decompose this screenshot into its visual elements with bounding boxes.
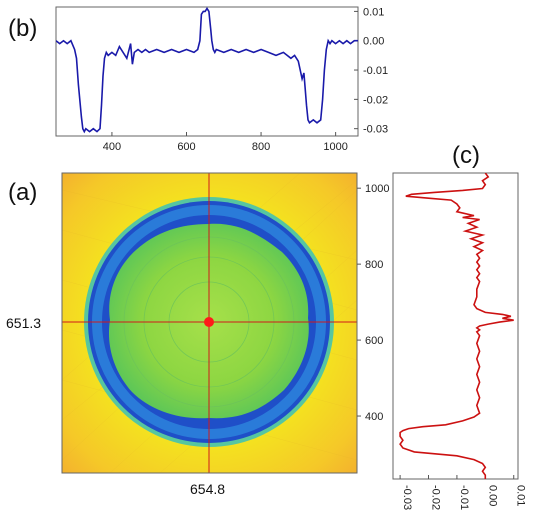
panel-c-x-tick-label: -0.02 xyxy=(430,485,442,510)
panel-c-x-tick-label: 0.00 xyxy=(486,485,498,506)
panel-c: (c) -0.03 -0.02 -0.01 0.00 0.01 xyxy=(392,142,527,510)
center-marker xyxy=(204,317,214,327)
center-y-coordinate: 651.3 xyxy=(6,315,41,331)
panel-b-x-tick-label: 400 xyxy=(103,141,121,153)
panel-b: (b) 400 600 800 1000 0.01 0.00 -0.01 -0.02 -0.0… xyxy=(8,6,388,153)
panel-b-x-tick-label: 1000 xyxy=(323,141,347,153)
panel-c-x-axis: -0.03 -0.02 -0.01 0.00 0.01 xyxy=(399,475,527,510)
panel-a-y-tick-label: 400 xyxy=(365,411,383,423)
panel-b-series-line xyxy=(56,7,358,134)
panel-b-frame xyxy=(55,6,359,137)
panel-a-y-tick-label: 800 xyxy=(365,259,383,271)
center-x-coordinate: 654.8 xyxy=(190,481,225,497)
panel-b-x-tick-label: 600 xyxy=(177,141,195,153)
panel-c-x-tick-label: 0.01 xyxy=(515,485,527,506)
panel-a-y-axis: 400 600 800 1000 xyxy=(357,183,389,423)
panel-b-y-tick-label: 0.00 xyxy=(363,36,384,48)
panel-b-y-tick-label: -0.03 xyxy=(363,124,388,136)
panel-c-x-tick-label: -0.01 xyxy=(458,485,470,510)
panel-a-heatmap xyxy=(62,173,357,473)
panel-a: (a) 400 600 800 1000 651.3 654.8 xyxy=(6,172,389,497)
panel-b-label: (b) xyxy=(8,15,37,42)
panel-b-x-tick-label: 800 xyxy=(252,141,270,153)
panel-c-label: (c) xyxy=(452,142,480,169)
panel-b-y-tick-label: -0.02 xyxy=(363,94,388,106)
panel-b-y-axis: 0.01 0.00 -0.01 -0.02 -0.03 xyxy=(354,6,388,136)
panel-a-y-tick-label: 1000 xyxy=(365,183,389,195)
panel-b-y-tick-label: 0.01 xyxy=(363,6,384,18)
panel-b-y-tick-label: -0.01 xyxy=(363,65,388,77)
panel-a-frame xyxy=(61,172,358,474)
panel-c-series-line xyxy=(399,173,514,479)
panel-c-frame xyxy=(392,172,519,480)
panel-c-x-tick-label: -0.03 xyxy=(401,485,413,510)
panel-a-label: (a) xyxy=(8,179,37,206)
panel-a-y-tick-label: 600 xyxy=(365,335,383,347)
panel-b-x-axis: 400 600 800 1000 xyxy=(103,132,348,153)
